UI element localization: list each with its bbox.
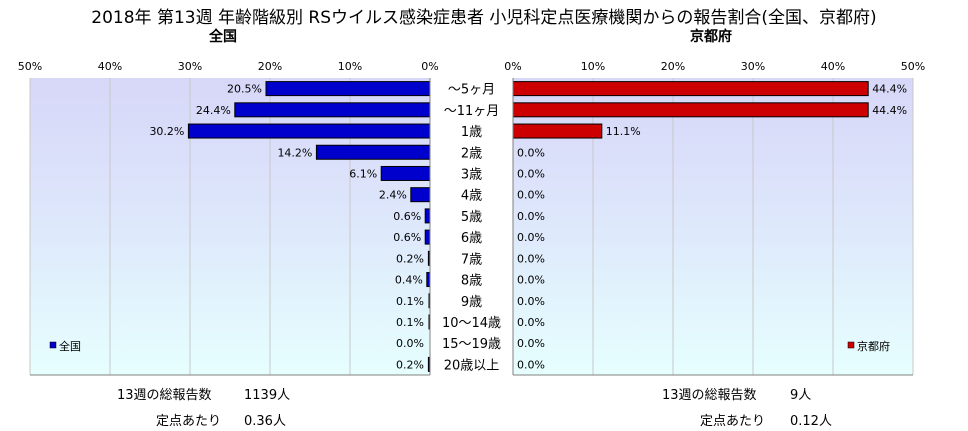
- right-legend-label: 京都府: [857, 339, 890, 353]
- category-label-10-14y: 10〜14歳: [442, 316, 501, 331]
- left-data-label-4y: 2.4%: [379, 189, 407, 202]
- left-tick-label: 10%: [338, 60, 362, 73]
- left-legend: 全国: [49, 339, 81, 353]
- right-data-label-2y: 0.0%: [517, 146, 545, 159]
- right-tick-label: 0%: [504, 60, 521, 73]
- right-data-label-8y: 0.0%: [517, 274, 545, 287]
- right-legend-swatch: [847, 341, 855, 349]
- category-label-20plus: 20歳以上: [444, 358, 500, 373]
- right-per-label: 定点あたり: [700, 414, 766, 429]
- left-tick-label: 30%: [178, 60, 202, 73]
- right-bar-6-11m: [512, 102, 869, 118]
- left-tick-label: 0%: [421, 60, 438, 73]
- category-label-6-11m: 〜11ヶ月: [444, 104, 500, 119]
- left-data-label-0-5m: 20.5%: [227, 83, 262, 96]
- left-subtitle: 全国: [209, 29, 237, 45]
- left-bar-5y: [424, 208, 431, 224]
- left-data-label-9y: 0.1%: [396, 295, 424, 308]
- category-label-3y: 3歳: [461, 167, 482, 182]
- left-tick-label: 40%: [98, 60, 122, 73]
- right-subtitle: 京都府: [690, 29, 732, 45]
- right-tick-label: 30%: [741, 60, 765, 73]
- left-per-label: 定点あたり: [156, 414, 222, 429]
- category-label-0-5m: 〜5ヶ月: [448, 83, 495, 98]
- left-data-label-6-11m: 24.4%: [196, 104, 231, 117]
- left-per-value: 0.36人: [244, 414, 286, 429]
- right-data-label-3y: 0.0%: [517, 167, 545, 180]
- left-data-label-6y: 0.6%: [393, 231, 421, 244]
- left-data-label-15-19y: 0.0%: [396, 337, 424, 350]
- left-data-label-3y: 6.1%: [349, 167, 377, 180]
- right-tick-label: 20%: [661, 60, 685, 73]
- right-data-label-1y: 11.1%: [606, 125, 641, 138]
- right-plot-area: [513, 78, 913, 375]
- left-data-label-5y: 0.6%: [393, 210, 421, 223]
- right-data-label-15-19y: 0.0%: [517, 337, 545, 350]
- left-tick-label: 50%: [18, 60, 42, 73]
- left-bar-6y: [424, 229, 431, 245]
- left-tick-label: 20%: [258, 60, 282, 73]
- left-total-label: 13週の総報告数: [117, 388, 212, 403]
- category-label-2y: 2歳: [461, 146, 482, 161]
- category-label-4y: 4歳: [461, 189, 482, 204]
- right-data-label-5y: 0.0%: [517, 210, 545, 223]
- right-data-label-7y: 0.0%: [517, 252, 545, 265]
- left-legend-label: 全国: [59, 339, 81, 353]
- right-data-label-6y: 0.0%: [517, 231, 545, 244]
- left-legend-swatch: [49, 341, 57, 349]
- left-data-label-2y: 14.2%: [277, 146, 312, 159]
- right-data-label-20plus: 0.0%: [517, 358, 545, 371]
- right-bar-1y: [512, 123, 603, 139]
- category-label-1y: 1歳: [461, 125, 482, 140]
- right-bar-0-5m: [512, 81, 869, 97]
- left-data-label-8y: 0.4%: [395, 274, 423, 287]
- right-legend: 京都府: [847, 339, 890, 353]
- left-data-label-10-14y: 0.1%: [396, 316, 424, 329]
- left-bar-3y: [380, 165, 431, 181]
- left-data-label-20plus: 0.2%: [396, 358, 424, 371]
- category-label-8y: 8歳: [461, 274, 482, 289]
- category-label-15-19y: 15〜19歳: [442, 337, 501, 352]
- category-label-9y: 9歳: [461, 295, 482, 310]
- right-total-label: 13週の総報告数: [662, 388, 757, 403]
- category-label-5y: 5歳: [461, 210, 482, 225]
- right-per-value: 0.12人: [790, 414, 832, 429]
- right-data-label-0-5m: 44.4%: [872, 83, 907, 96]
- right-data-label-9y: 0.0%: [517, 295, 545, 308]
- left-bar-4y: [410, 187, 431, 203]
- left-total-value: 1139人: [244, 388, 291, 403]
- left-bar-6-11m: [234, 102, 431, 118]
- right-data-label-6-11m: 44.4%: [872, 104, 907, 117]
- right-data-label-10-14y: 0.0%: [517, 316, 545, 329]
- right-tick-label: 50%: [901, 60, 925, 73]
- chart-title: 2018年 第13週 年齢階級別 RSウイルス感染症患者 小児科定点医療機関から…: [91, 8, 877, 28]
- left-data-label-7y: 0.2%: [396, 252, 424, 265]
- left-plot-area: [30, 78, 430, 375]
- right-total-value: 9人: [790, 388, 812, 403]
- left-bar-0-5m: [265, 81, 431, 97]
- category-label-6y: 6歳: [461, 231, 482, 246]
- right-tick-label: 40%: [821, 60, 845, 73]
- right-tick-label: 10%: [581, 60, 605, 73]
- left-bar-2y: [315, 144, 431, 160]
- right-data-label-4y: 0.0%: [517, 189, 545, 202]
- category-label-7y: 7歳: [461, 252, 482, 267]
- left-bar-1y: [187, 123, 431, 139]
- left-data-label-1y: 30.2%: [149, 125, 184, 138]
